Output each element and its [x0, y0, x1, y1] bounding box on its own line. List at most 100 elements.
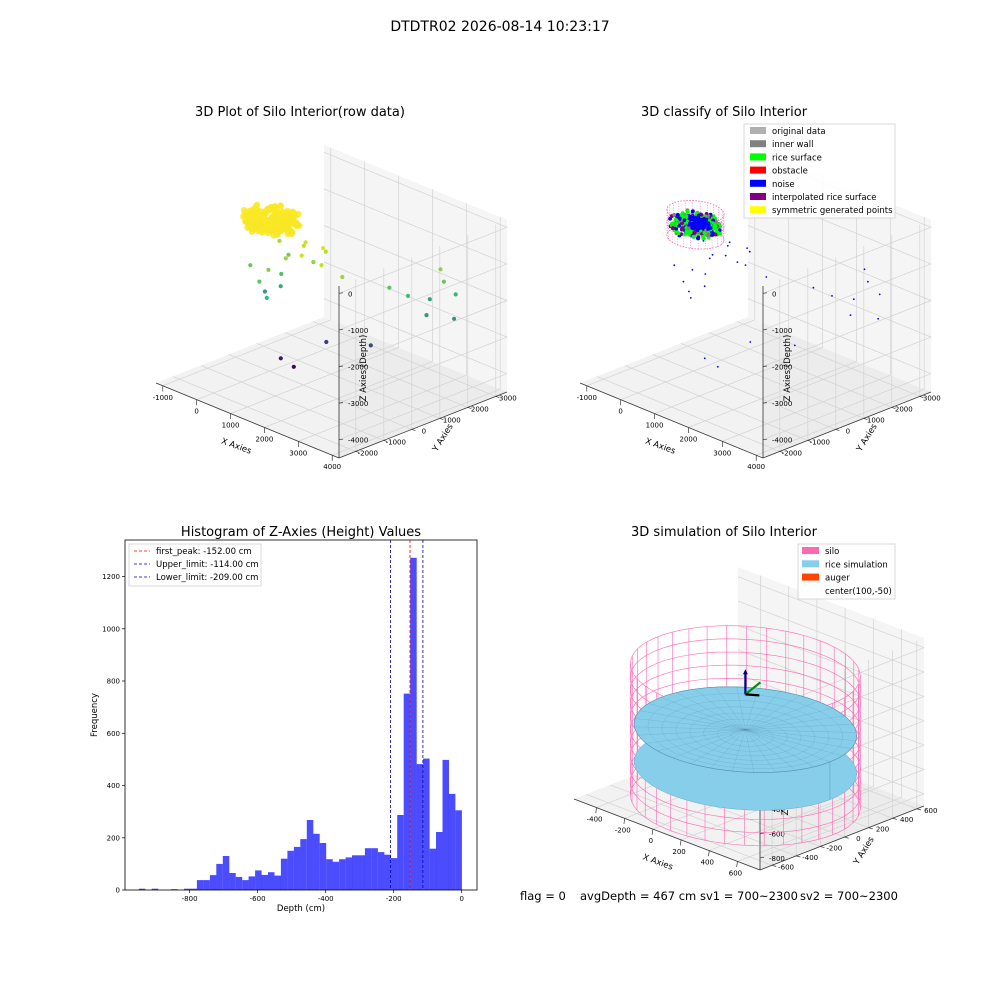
- y-tick-label: 600: [107, 730, 120, 738]
- y-tick: [771, 864, 777, 867]
- histogram-bar: [293, 846, 301, 890]
- noise-point: [744, 264, 747, 266]
- y-tick-label: 800: [107, 678, 120, 686]
- x-tick-label: 400: [701, 859, 714, 867]
- histogram-bar: [319, 843, 327, 890]
- y-axis-label: Frequency: [90, 693, 100, 737]
- classified-point: [683, 232, 687, 237]
- raw-point: [278, 223, 286, 230]
- noise-point: [698, 217, 703, 222]
- histogram-title: Histogram of Z-Axies (Height) Values: [181, 525, 421, 540]
- rice-mesh-spoke: [745, 729, 830, 763]
- histogram-bar: [313, 833, 320, 890]
- noise-point: [716, 365, 719, 368]
- x-tick-label: -1000: [153, 394, 173, 402]
- noise-point: [702, 240, 705, 242]
- x-tick-label: -200: [386, 895, 402, 903]
- z-grid-line: [338, 300, 508, 367]
- legend-label: inner wall: [772, 140, 813, 150]
- rice-mesh-spoke: [639, 710, 746, 730]
- legend-frame: [743, 123, 896, 219]
- y-tick: [844, 836, 849, 839]
- legend-label: noise: [772, 180, 795, 190]
- histogram-bar: [300, 839, 307, 890]
- y-tick: [835, 429, 840, 431]
- noise-point: [693, 226, 697, 230]
- rice-mesh-ring: [703, 718, 788, 752]
- raw-point: [262, 208, 270, 216]
- legend-label: interpolated rice surface: [772, 193, 877, 203]
- classified-point: [674, 226, 679, 231]
- x-tick-label: 2000: [680, 435, 698, 443]
- raw-point: [264, 295, 269, 300]
- auger-x-arrow: [745, 693, 760, 697]
- raw-point: [319, 263, 324, 268]
- y-grid-line: [284, 332, 468, 408]
- x-axis-line: [155, 382, 340, 459]
- y-tick-label: -400: [802, 854, 818, 862]
- rice-mesh-spoke: [745, 701, 818, 730]
- y-tick-label: 3000: [499, 394, 517, 402]
- y-tick-label: 0: [422, 427, 426, 435]
- classified-point: [685, 209, 690, 214]
- classified-point: [713, 232, 718, 237]
- classified-point: [717, 228, 722, 233]
- y-grid-line: [624, 365, 808, 441]
- legend-label: rice surface: [772, 153, 822, 163]
- depth-histogram: Histogram of Z-Axies (Height) Values -80…: [90, 525, 478, 914]
- y-tick: [779, 451, 784, 453]
- classified-point: [702, 230, 707, 235]
- rice-mesh-spoke: [745, 729, 843, 756]
- legend-label: auger: [825, 574, 850, 584]
- histogram-bar: [196, 880, 204, 890]
- raw-point: [282, 212, 289, 219]
- y-tick-label: 400: [107, 782, 120, 790]
- z-tick-label: 0: [772, 290, 776, 298]
- histogram-bar: [190, 888, 197, 890]
- legend-swatch: [750, 140, 766, 148]
- grid-lines: [162, 147, 508, 456]
- noise-point: [708, 257, 711, 260]
- x-axis-line: [573, 798, 761, 871]
- rice-mesh-spoke: [736, 686, 746, 730]
- histogram-bar: [332, 861, 340, 890]
- rice-mesh-spoke: [745, 729, 755, 773]
- noise-point: [749, 341, 752, 343]
- x-grid-line: [162, 319, 331, 387]
- back-pane-left: [324, 145, 507, 392]
- z-grid-line: [737, 600, 925, 673]
- histogram-bar: [423, 758, 430, 890]
- histogram-bar: [229, 873, 236, 890]
- y-tick: [820, 846, 825, 849]
- noise-point: [878, 293, 881, 296]
- status-footer: flag = 0 avgDepth = 467 cm sv1 = 700~230…: [520, 889, 898, 903]
- x-tick-label: -400: [587, 816, 603, 824]
- avg-depth-readout: avgDepth = 467 cm: [580, 889, 696, 903]
- histogram-bar: [448, 793, 456, 890]
- raw-point: [260, 215, 267, 222]
- rice-mesh-spoke: [745, 729, 856, 741]
- y-grid-line: [736, 321, 920, 397]
- classified-point: [680, 226, 685, 231]
- y-axis-label: Y Axies: [854, 422, 880, 455]
- histogram-bar: [358, 855, 365, 890]
- rice-mesh-spoke: [745, 729, 776, 773]
- classified-point: [680, 221, 684, 226]
- z-tick-label: -1000: [348, 327, 368, 335]
- histogram-bar: [339, 859, 346, 890]
- raw-point: [245, 222, 253, 230]
- raw-points: [240, 201, 458, 369]
- y-tick: [439, 418, 444, 420]
- noise-point: [746, 247, 748, 250]
- noise-point: [849, 314, 852, 316]
- histogram-bar: [403, 693, 411, 890]
- histogram-bar: [345, 857, 353, 890]
- legend-frame: [128, 543, 262, 587]
- classified-point: [674, 221, 679, 226]
- simulation-legend: silo rice simulation auger center(100,-50): [797, 543, 896, 600]
- z-tick-label: -4000: [348, 437, 368, 445]
- histogram-bar: [255, 870, 262, 890]
- noise-point: [877, 317, 879, 320]
- classified-point: [675, 212, 680, 217]
- x-tick-label: 3000: [713, 449, 731, 457]
